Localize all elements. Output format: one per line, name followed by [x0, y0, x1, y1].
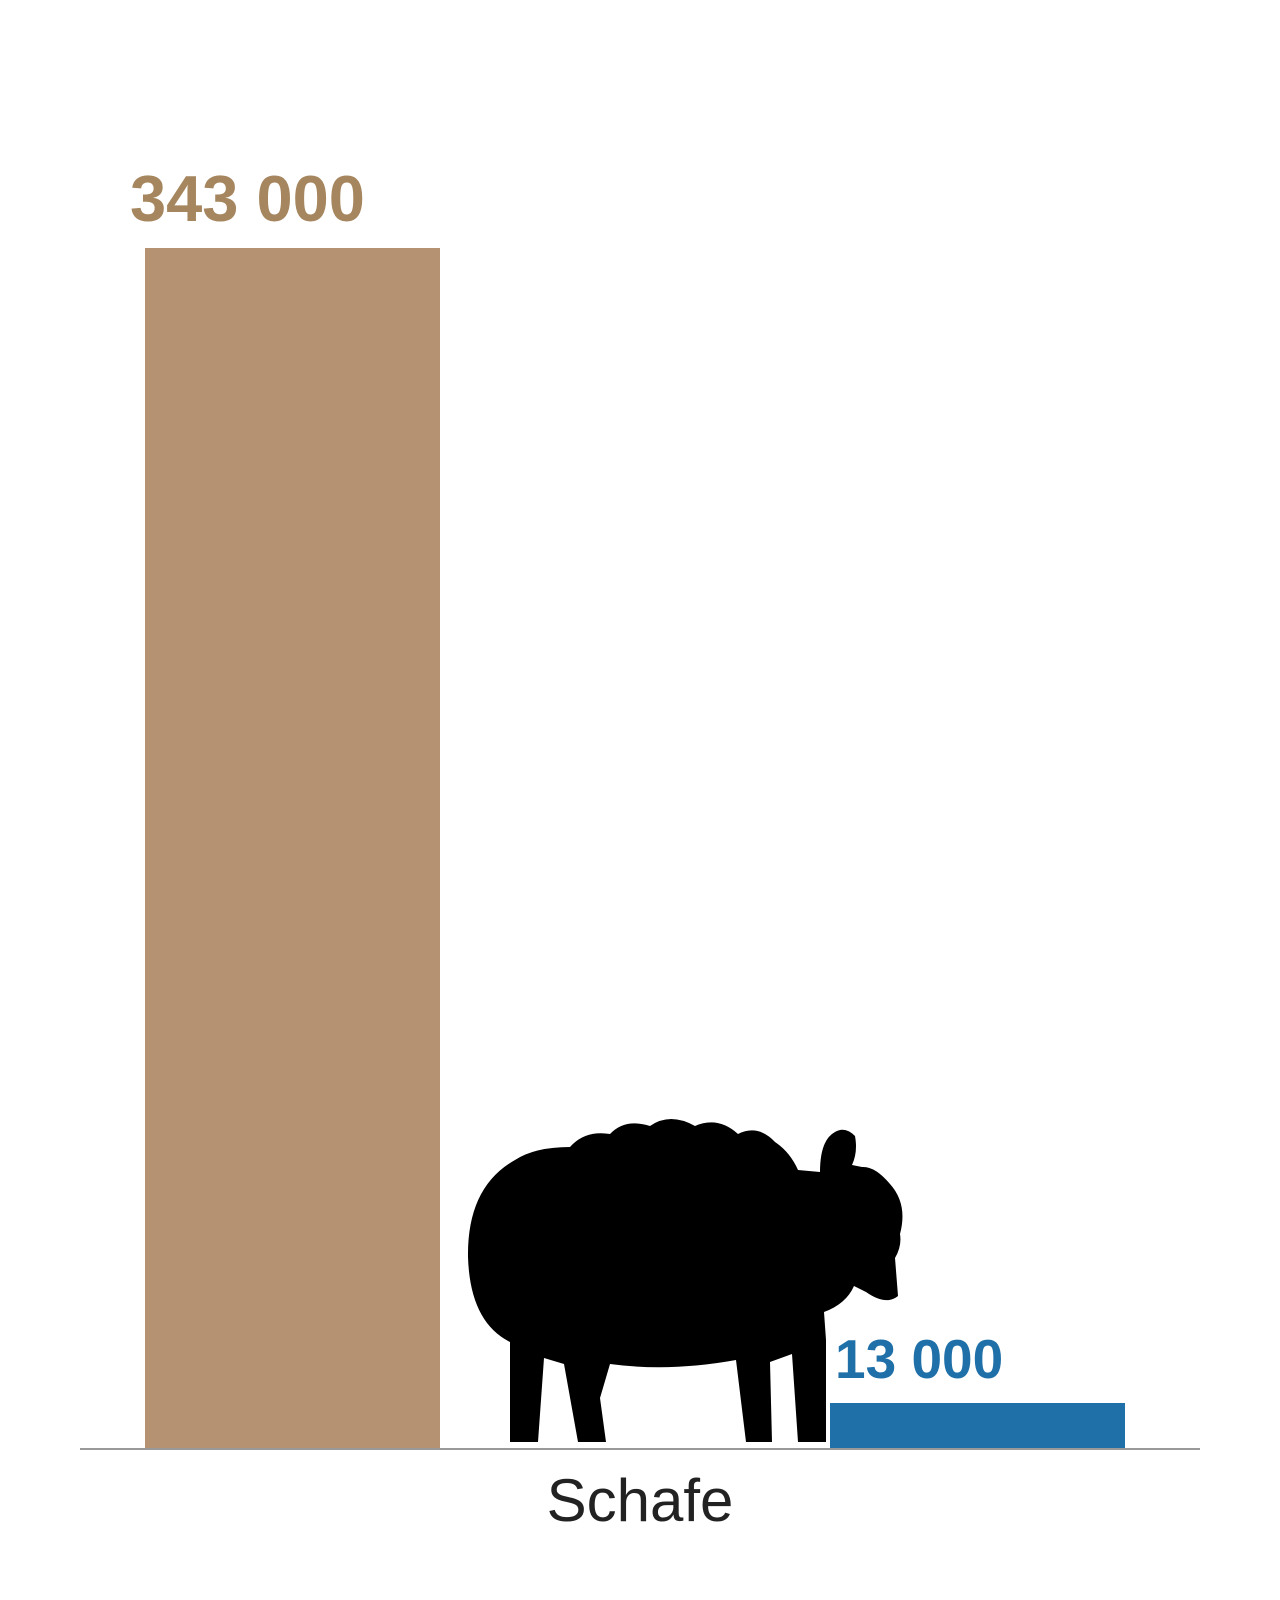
bar-left-value-label: 343 000	[130, 161, 365, 236]
category-label: Schafe	[80, 1466, 1200, 1535]
bar-left	[145, 248, 440, 1448]
sheep-bar-chart: 343 000 13 000 Schafe	[80, 60, 1200, 1540]
sheep-icon	[440, 1092, 920, 1452]
